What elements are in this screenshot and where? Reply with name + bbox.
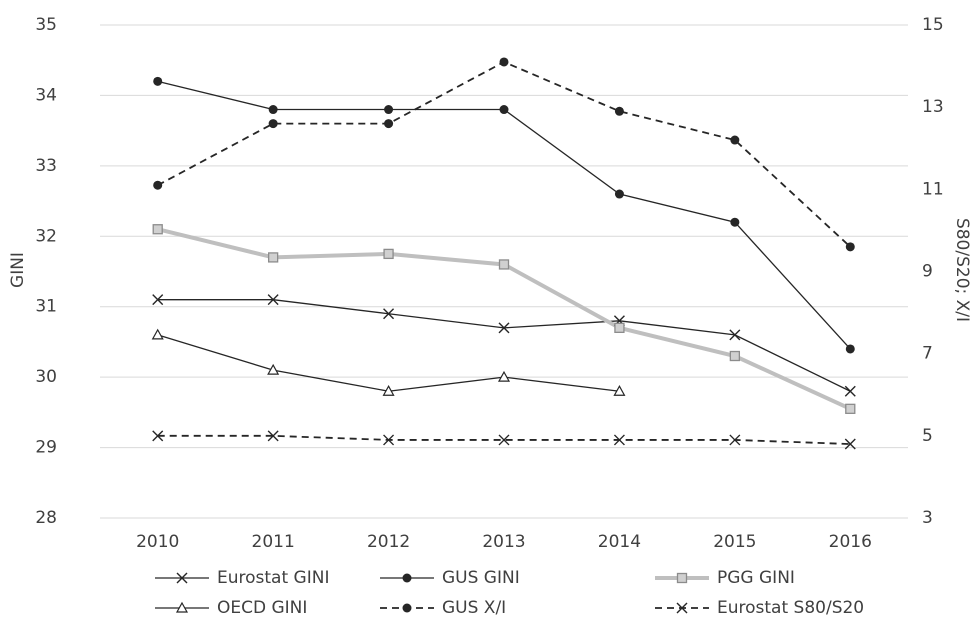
y-tick-label: 29 (35, 438, 57, 458)
data-point (152, 430, 164, 442)
y2-tick-label: 11 (922, 179, 944, 199)
data-point (268, 105, 278, 115)
data-point (844, 385, 856, 397)
y2-tick-label: 15 (922, 15, 944, 35)
legend-item: Eurostat GINI (155, 568, 329, 588)
series-line (157, 334, 620, 392)
legend-marker (402, 573, 412, 583)
data-point (498, 434, 510, 446)
x-tick-label: 2016 (829, 532, 872, 552)
y-tick-label: 33 (35, 156, 57, 176)
data-point (267, 363, 280, 375)
y2-tick-label: 9 (922, 262, 933, 282)
series-line (157, 60, 851, 248)
data-point (730, 217, 740, 227)
legend-label: Eurostat GINI (217, 568, 329, 588)
series-line (157, 80, 851, 350)
data-point (845, 344, 855, 354)
y2-tick-label: 5 (922, 426, 933, 446)
y-tick-label: 35 (35, 15, 57, 35)
data-point (267, 252, 279, 263)
data-point (382, 384, 395, 396)
data-point (844, 438, 856, 450)
y2-tick-label: 13 (922, 97, 944, 117)
y-tick-label: 28 (35, 508, 57, 528)
legend-item: Eurostat S80/S20 (655, 598, 864, 618)
data-point (384, 119, 394, 129)
data-point (383, 434, 395, 446)
data-point (499, 105, 509, 115)
data-point (614, 189, 624, 199)
data-point (498, 322, 510, 334)
legend-label: Eurostat S80/S20 (717, 598, 864, 618)
data-point (152, 294, 164, 306)
data-point (730, 135, 740, 145)
legend-label: OECD GINI (217, 598, 307, 618)
data-point (614, 106, 624, 116)
data-point (729, 329, 741, 341)
data-point (267, 294, 279, 306)
data-point (729, 434, 741, 446)
legend-marker (676, 602, 688, 614)
y2-tick-label: 7 (922, 344, 933, 364)
legend-marker (175, 601, 189, 613)
data-point (383, 248, 394, 260)
data-point (383, 308, 395, 320)
data-point (613, 434, 625, 446)
data-point (845, 242, 855, 252)
data-point (268, 119, 278, 129)
data-point (499, 57, 509, 67)
legend-label: PGG GINI (717, 568, 795, 588)
y-tick-label: 34 (35, 85, 57, 105)
x-tick-label: 2012 (367, 532, 410, 552)
data-point (151, 328, 164, 340)
x-tick-label: 2014 (598, 532, 641, 552)
data-point (497, 370, 511, 382)
legend-item: GUS X/I (380, 598, 506, 618)
y2-axis-label: S80/S20; X/I (952, 218, 972, 322)
y-axis-label: GINI (8, 252, 28, 288)
data-point (153, 180, 163, 190)
data-point (384, 105, 394, 115)
data-point (729, 350, 741, 362)
data-point (153, 76, 163, 86)
x-tick-label: 2013 (482, 532, 525, 552)
x-tick-label: 2011 (252, 532, 295, 552)
legend-item: PGG GINI (655, 568, 795, 588)
data-point (613, 384, 626, 396)
legend-marker (176, 572, 188, 584)
legend-marker (676, 572, 688, 584)
data-point (152, 224, 163, 235)
y2-tick-label: 3 (922, 508, 933, 528)
y-tick-label: 32 (35, 226, 57, 246)
data-point (845, 403, 856, 414)
legend-item: GUS GINI (380, 568, 520, 588)
legend-label: GUS GINI (442, 568, 520, 588)
data-point (614, 322, 625, 333)
x-tick-label: 2015 (713, 532, 756, 552)
y-tick-label: 31 (35, 297, 57, 317)
series-line (157, 227, 852, 411)
legend-label: GUS X/I (442, 598, 506, 618)
data-point (267, 430, 279, 442)
legend-item: OECD GINI (155, 598, 307, 618)
y-tick-label: 30 (35, 367, 57, 387)
legend-marker (402, 603, 412, 613)
x-tick-label: 2010 (136, 532, 179, 552)
data-point (498, 259, 510, 270)
